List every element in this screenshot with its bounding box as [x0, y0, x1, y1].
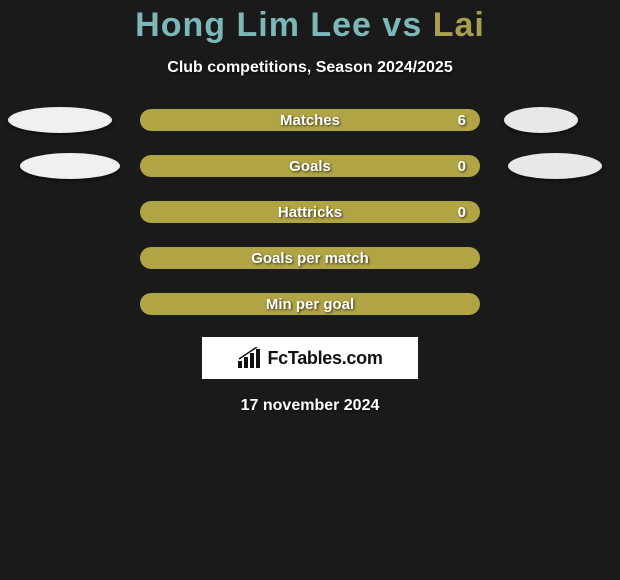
- stat-bar: Goals per match: [140, 247, 480, 269]
- logo: FcTables.com: [237, 347, 382, 369]
- oval-left-matches: [8, 107, 112, 133]
- oval-right-matches: [504, 107, 578, 133]
- stat-label: Goals per match: [251, 250, 369, 267]
- subtitle: Club competitions, Season 2024/2025: [0, 59, 620, 77]
- stat-bar: Matches 6: [140, 109, 480, 131]
- stat-label: Hattricks: [278, 204, 342, 221]
- stat-label: Min per goal: [266, 296, 354, 313]
- oval-right-goals: [508, 153, 602, 179]
- date-label: 17 november 2024: [0, 397, 620, 415]
- stat-bar: Hattricks 0: [140, 201, 480, 223]
- stat-row-mpg: Min per goal: [0, 291, 620, 317]
- bars-icon: [237, 347, 263, 369]
- stat-bar: Min per goal: [140, 293, 480, 315]
- oval-left-goals: [20, 153, 120, 179]
- stat-label: Goals: [289, 158, 331, 175]
- stat-row-goals: Goals 0: [0, 153, 620, 179]
- page-title: Hong Lim Lee vs Lai: [0, 0, 620, 45]
- player1-name: Hong Lim Lee: [135, 6, 372, 44]
- stat-bar: Goals 0: [140, 155, 480, 177]
- stat-value-right: 0: [458, 204, 466, 221]
- stat-value-right: 6: [458, 112, 466, 129]
- comparison-card: Hong Lim Lee vs Lai Club competitions, S…: [0, 0, 620, 580]
- logo-text: FcTables.com: [267, 348, 382, 369]
- stat-row-matches: Matches 6: [0, 107, 620, 133]
- stat-row-gpm: Goals per match: [0, 245, 620, 271]
- logo-box: FcTables.com: [202, 337, 418, 379]
- stat-value-right: 0: [458, 158, 466, 175]
- stat-label: Matches: [280, 112, 340, 129]
- vs-label: vs: [382, 6, 422, 44]
- stat-row-hattricks: Hattricks 0: [0, 199, 620, 225]
- player2-name: Lai: [433, 6, 485, 44]
- stats-area: Matches 6 Goals 0 Hattricks 0 Goals per …: [0, 107, 620, 317]
